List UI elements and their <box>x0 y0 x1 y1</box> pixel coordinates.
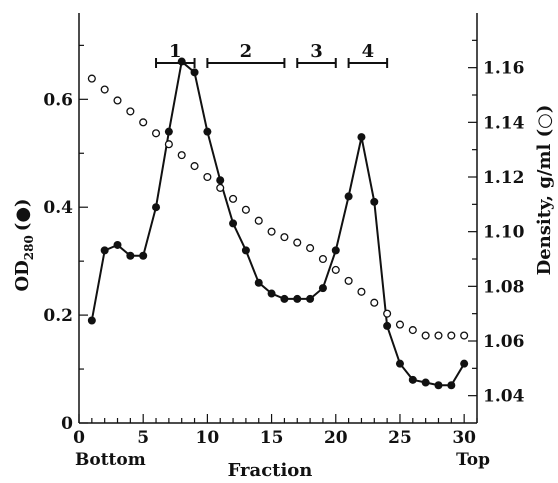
density-point <box>383 309 392 318</box>
fraction-group-label: 1 <box>169 41 182 62</box>
density-point <box>216 183 225 192</box>
density-point <box>190 162 199 171</box>
od-point <box>229 219 238 228</box>
density-point <box>100 85 109 94</box>
y-right-tick-label: 1.14 <box>483 113 525 133</box>
axes <box>78 13 478 424</box>
od-line-path <box>90 59 466 387</box>
y-left-tick-label: 0 <box>61 414 73 434</box>
y-left-tick-label: 0.2 <box>43 306 73 326</box>
od-point <box>447 381 456 390</box>
density-point <box>87 74 96 83</box>
density-point <box>177 151 186 160</box>
density-point <box>203 172 212 182</box>
density-point <box>139 118 148 127</box>
density-point <box>357 287 366 296</box>
density-point <box>229 194 238 203</box>
y-right-axis-title: Density, g/ml (○) <box>534 105 555 276</box>
x-axis-right-end-label: Top <box>456 450 490 470</box>
density-point <box>318 254 327 264</box>
od-point <box>460 359 469 368</box>
od-point <box>87 316 96 325</box>
y-left-tick-label: 0.4 <box>43 198 73 218</box>
x-tick-label: 25 <box>388 428 412 448</box>
y-right-tick-label: 1.12 <box>483 168 524 188</box>
od-point <box>318 284 327 293</box>
od-point <box>216 176 225 185</box>
density-point <box>408 326 417 335</box>
x-axis-left-end-label: Bottom <box>75 450 146 470</box>
fraction-group-brackets: 1 2 3 4 <box>155 41 389 68</box>
od-point <box>203 127 212 136</box>
y-right-tick-label: 1.10 <box>483 223 525 243</box>
x-tick-label: 30 <box>452 428 476 448</box>
density-point <box>293 238 302 247</box>
density-point <box>126 107 135 116</box>
density-point <box>254 216 263 225</box>
tick-labels: 0 5 10 15 20 25 30 0 0.2 0.4 0.6 1.04 1.06 1.08 1.10 1.… <box>43 59 524 448</box>
od-point <box>395 359 404 368</box>
od-series-line <box>90 59 466 387</box>
tick-marks <box>78 39 478 424</box>
od-point <box>113 240 122 249</box>
fraction-group-label: 4 <box>362 41 375 62</box>
od-point <box>177 57 186 66</box>
density-point <box>370 298 379 307</box>
od-point <box>383 321 392 330</box>
od-point <box>100 246 109 255</box>
od-series-points <box>87 57 469 390</box>
y-left-tick-label: 0.6 <box>43 90 73 110</box>
od-point <box>344 192 353 201</box>
density-point <box>344 276 353 285</box>
fraction-group-label: 3 <box>310 41 323 62</box>
density-point <box>395 320 405 329</box>
x-tick-label: 5 <box>137 428 149 448</box>
y-right-tick-label: 1.08 <box>483 277 524 297</box>
y-left-title-main: OD <box>12 260 33 291</box>
density-point <box>280 233 289 242</box>
od-point <box>126 251 135 260</box>
density-point <box>434 331 443 340</box>
od-point <box>280 294 289 303</box>
od-point <box>357 133 366 142</box>
density-point <box>241 205 250 214</box>
density-point <box>447 331 456 340</box>
od-point <box>241 246 250 255</box>
x-tick-label: 10 <box>196 428 220 448</box>
x-tick-label: 15 <box>260 428 284 448</box>
fraction-group-label: 2 <box>240 41 253 62</box>
x-axis-title: Fraction <box>228 460 313 481</box>
od-point <box>190 68 199 77</box>
od-point <box>421 378 430 387</box>
od-point <box>408 375 417 384</box>
od-point <box>306 294 315 303</box>
density-point <box>151 129 161 138</box>
y-left-axis-title: OD280 (●) <box>12 198 36 291</box>
y-right-tick-label: 1.16 <box>483 59 524 79</box>
od-point <box>267 289 276 298</box>
density-point <box>331 265 340 274</box>
density-series-points <box>87 74 469 340</box>
od-point <box>139 251 148 260</box>
y-left-title-symbol: (●) <box>12 198 33 231</box>
od-point <box>254 278 263 287</box>
density-point <box>460 331 469 340</box>
od-point <box>293 294 302 303</box>
density-point <box>421 331 430 340</box>
density-point <box>306 244 315 253</box>
y-right-tick-label: 1.06 <box>483 332 524 352</box>
x-tick-label: 20 <box>324 428 348 448</box>
density-point <box>113 96 122 105</box>
y-left-title-subscript: 280 <box>22 235 36 260</box>
density-point <box>164 140 173 149</box>
od-point <box>152 203 161 212</box>
y-right-tick-label: 1.04 <box>483 387 525 407</box>
x-tick-label: 0 <box>73 428 85 448</box>
od-point <box>434 381 443 390</box>
od-point <box>331 246 340 255</box>
od-point <box>164 127 173 136</box>
density-point <box>267 227 276 236</box>
od-point <box>370 197 379 206</box>
